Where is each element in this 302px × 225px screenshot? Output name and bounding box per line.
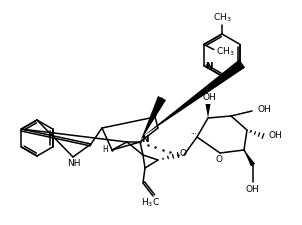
Text: O: O [179,149,187,158]
Text: N: N [205,62,213,71]
Text: ·": ·" [247,129,253,135]
Polygon shape [142,59,245,137]
Text: O: O [216,155,223,164]
Text: N: N [141,135,149,144]
Text: CH$_3$: CH$_3$ [216,45,234,58]
Polygon shape [244,150,255,166]
Text: NH: NH [67,160,81,169]
Text: OH: OH [202,92,216,101]
Text: OH: OH [257,106,271,115]
Polygon shape [140,96,166,142]
Text: H: H [102,144,108,153]
Text: OH: OH [245,184,259,194]
Text: H$_3$C: H$_3$C [140,197,159,209]
Polygon shape [205,104,210,118]
Text: CH$_3$: CH$_3$ [213,12,231,24]
Text: OH: OH [268,131,282,140]
Text: ···: ··· [191,131,198,137]
